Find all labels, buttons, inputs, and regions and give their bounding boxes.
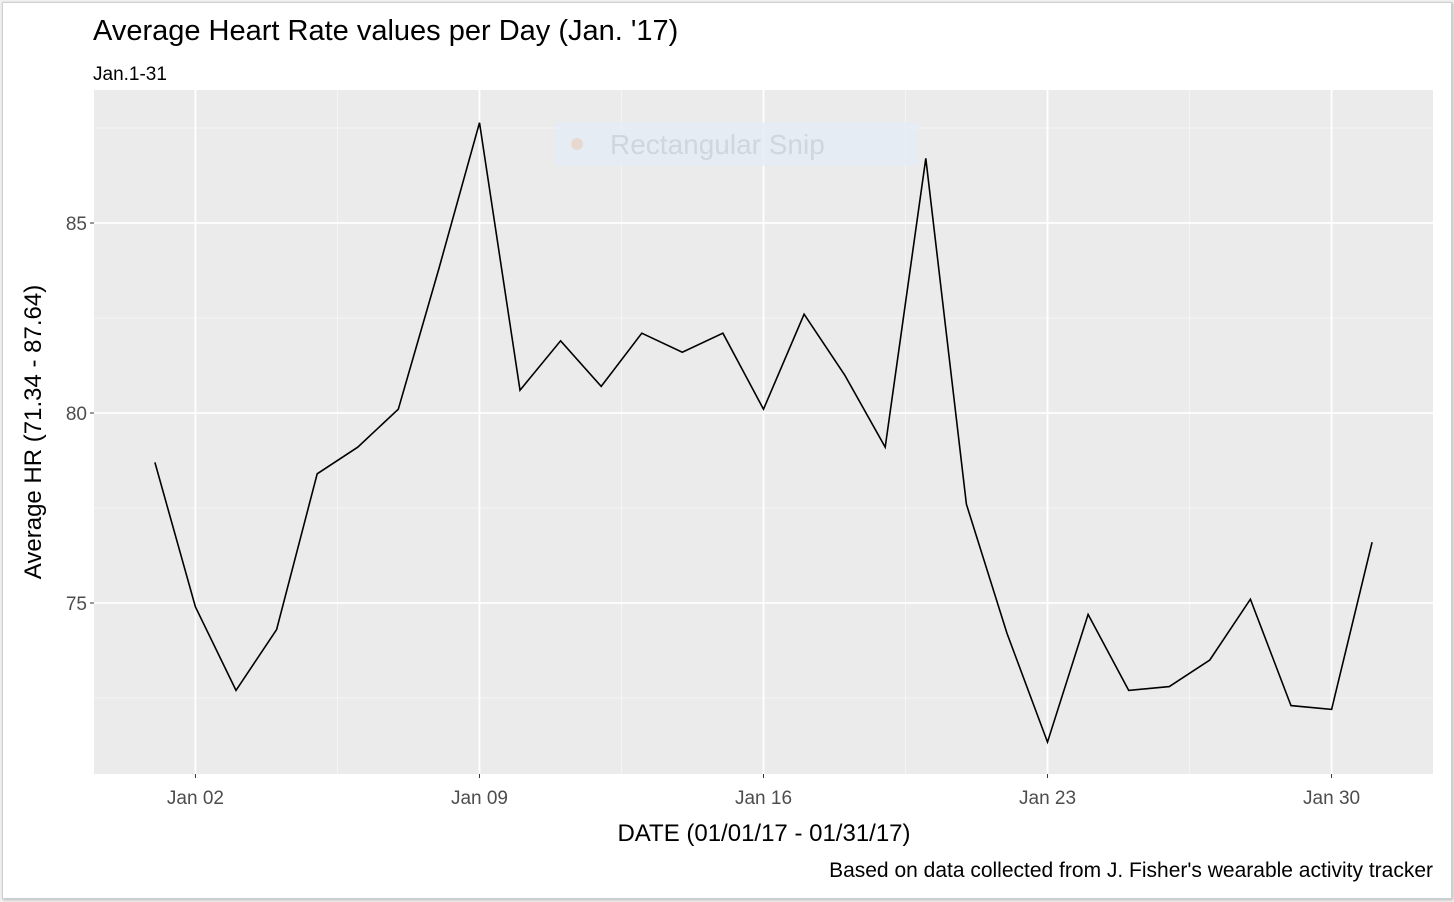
- x-axis-label: DATE (01/01/17 - 01/31/17): [617, 820, 910, 847]
- x-tick-label: Jan 30: [1303, 788, 1360, 809]
- x-axis: Jan 02 Jan 09 Jan 16 Jan 23 Jan 30: [167, 774, 1360, 809]
- y-tick-label: 75: [66, 594, 87, 615]
- chart-subtitle: Jan.1-31: [93, 64, 167, 85]
- y-axis: 75 80 85: [66, 214, 94, 615]
- chart-caption: Based on data collected from J. Fisher's…: [829, 859, 1433, 882]
- line-chart: Average Heart Rate values per Day (Jan. …: [20, 15, 1433, 882]
- y-tick-label: 80: [66, 404, 87, 425]
- snip-label: Rectangular Snip: [610, 129, 825, 160]
- x-tick-label: Jan 02: [167, 788, 224, 809]
- x-tick-label: Jan 09: [451, 788, 508, 809]
- chart-title: Average Heart Rate values per Day (Jan. …: [93, 15, 678, 47]
- snip-box: [555, 122, 918, 166]
- rectangular-snip-overlay: Rectangular Snip: [555, 122, 918, 166]
- x-tick-label: Jan 16: [735, 788, 792, 809]
- snip-record-icon: [571, 138, 583, 150]
- x-tick-label: Jan 23: [1019, 788, 1076, 809]
- series-line: [154, 122, 1373, 745]
- y-tick-label: 85: [66, 214, 87, 235]
- grid-major: [94, 90, 1433, 774]
- y-axis-label: Average HR (71.34 - 87.64): [20, 285, 47, 579]
